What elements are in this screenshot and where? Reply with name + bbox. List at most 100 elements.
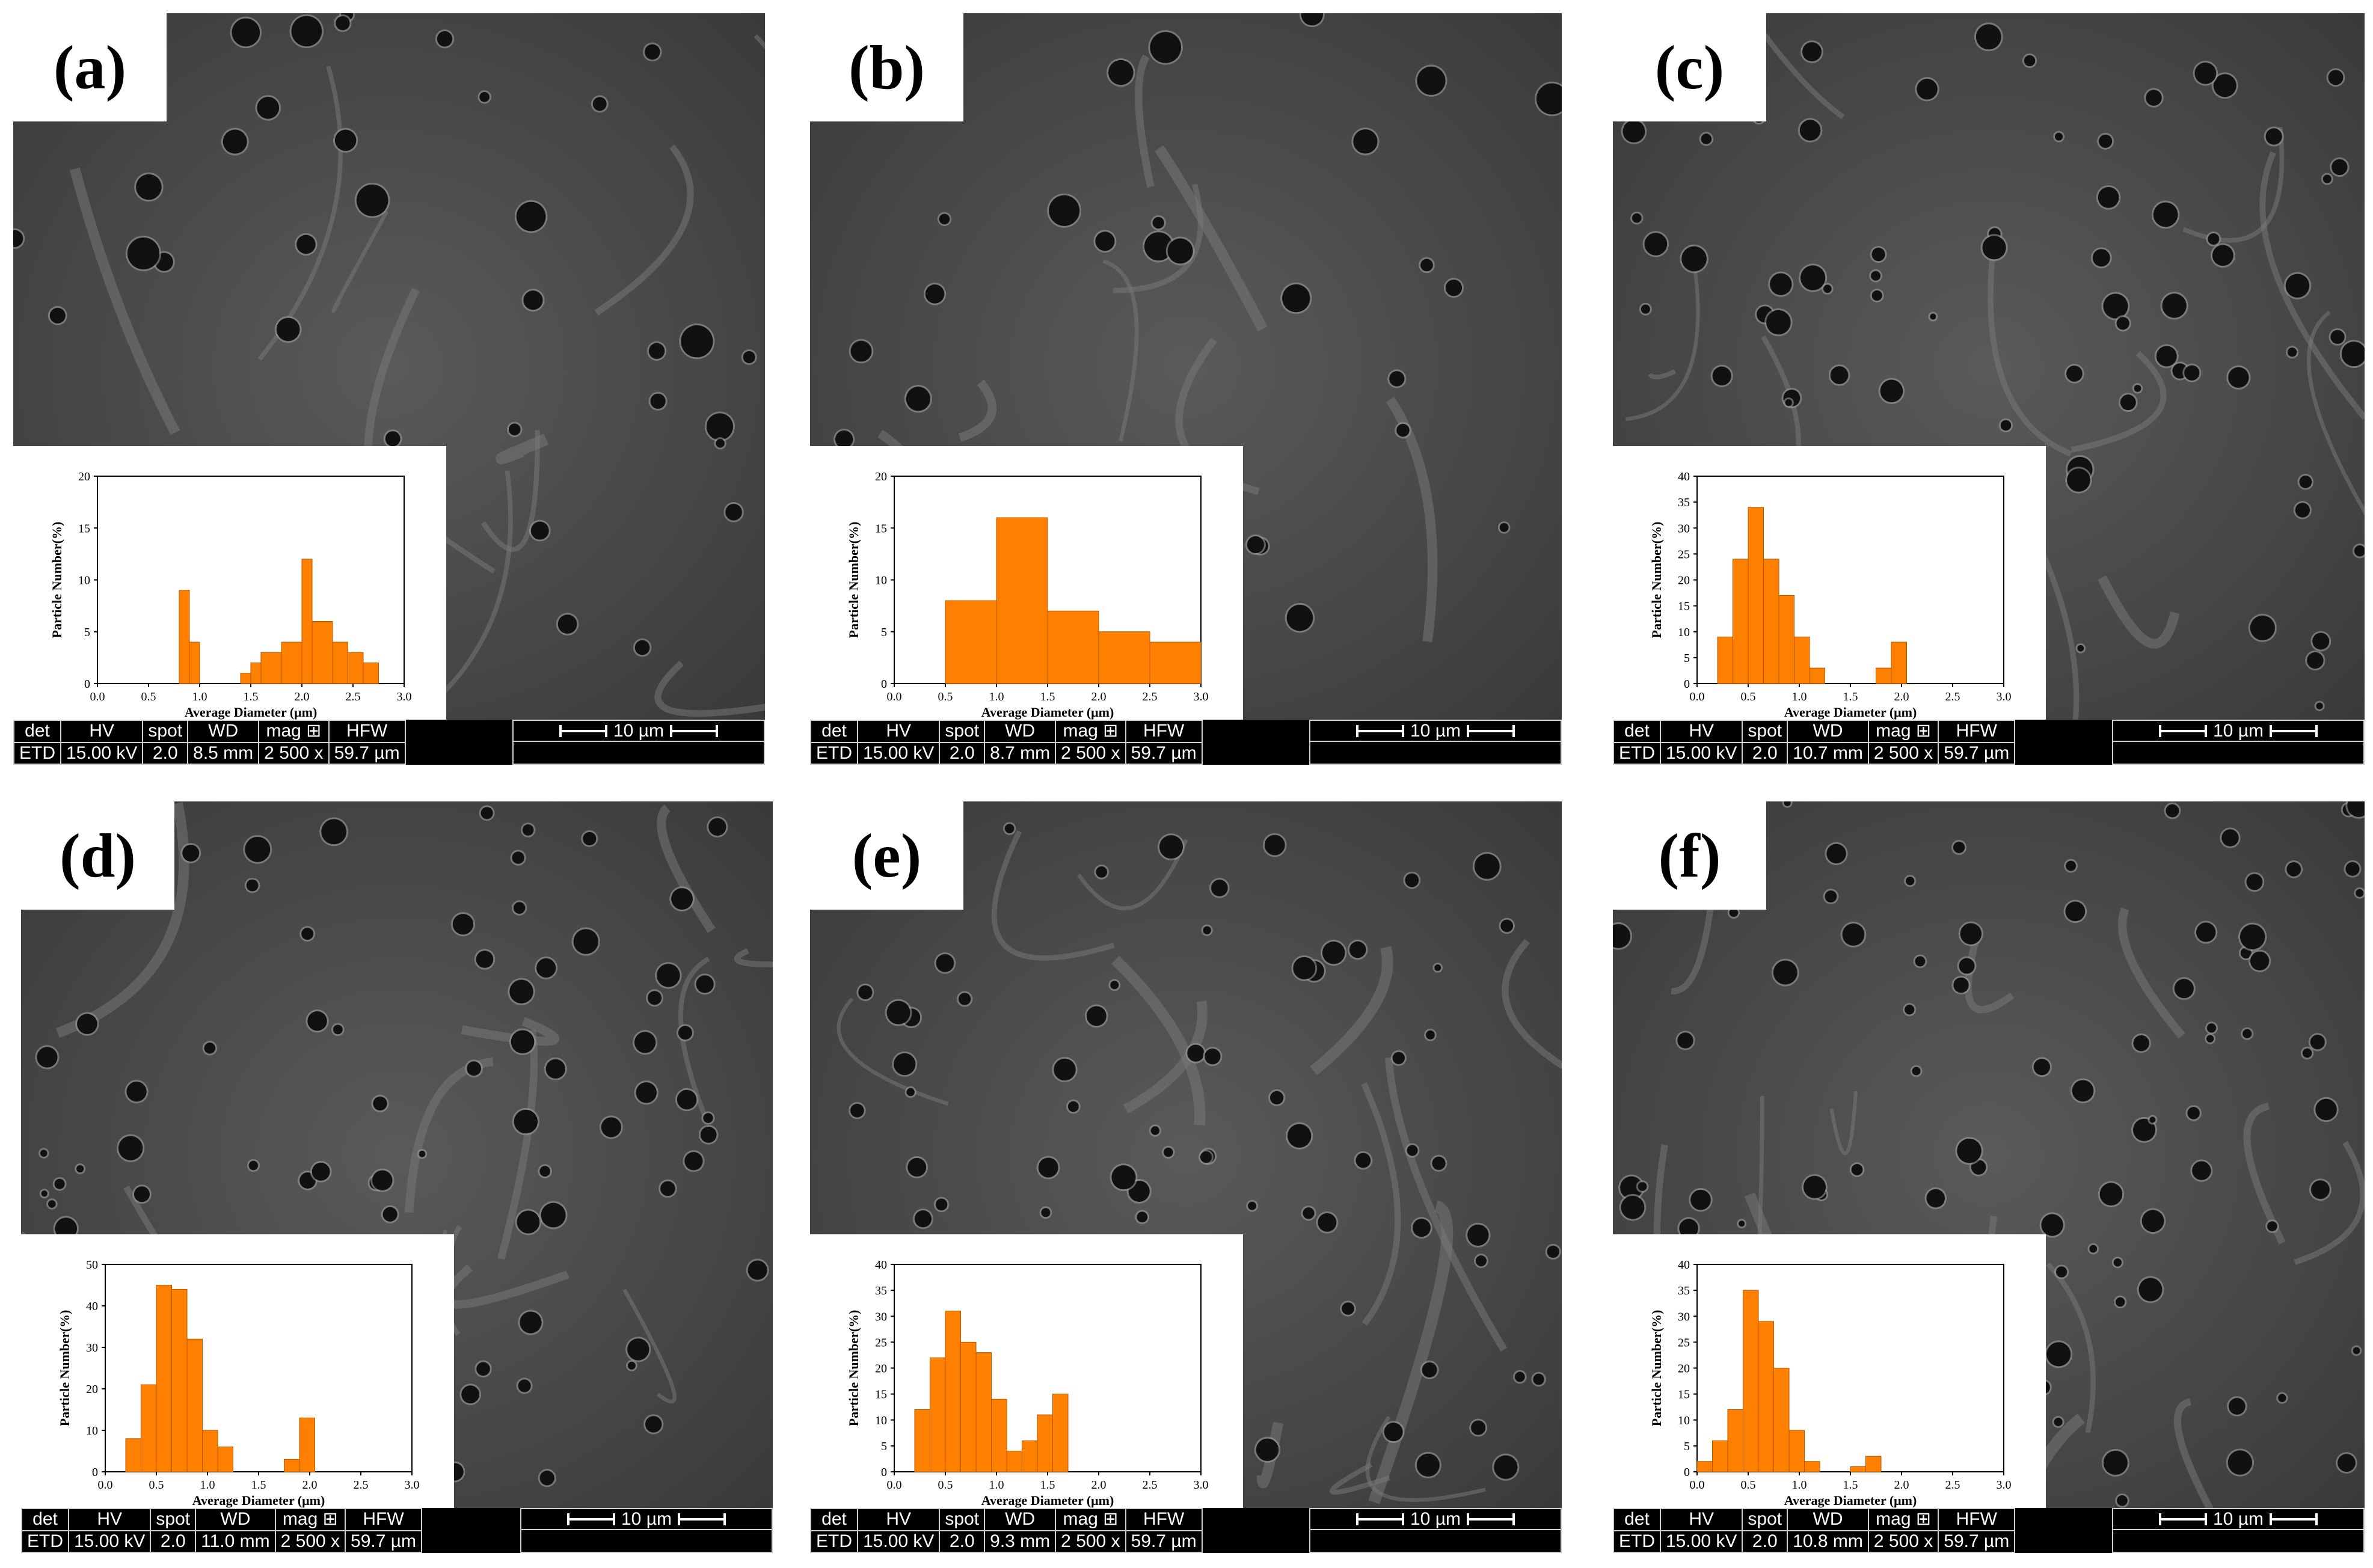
y-tick-label: 25 — [1678, 1336, 1690, 1349]
info-label: mag ⊞ — [258, 720, 330, 743]
histogram-bar — [1778, 595, 1794, 684]
y-tick-label: 30 — [875, 1310, 887, 1323]
y-tick-label: 40 — [875, 1258, 887, 1272]
scale-bar-frame — [1309, 1530, 1562, 1553]
scale-bar-frame — [2112, 742, 2365, 765]
histogram-inset: 0 5 10 15 20 25 30 35 40 0.0 0.5 1.0 1.5 2.0 2.5 3.0 Ave… — [810, 1234, 1243, 1508]
y-axis-label: Particle Number(%) — [846, 1310, 861, 1427]
x-tick-label: 1.5 — [1843, 1478, 1858, 1492]
sem-panel-b: (b) 0 5 10 15 20 0.0 0.5 1.0 1.5 2.0 2.5 3.0 Average … — [810, 13, 1562, 765]
x-tick-label: 0.0 — [887, 690, 902, 703]
info-value: 2 500 x — [1055, 1530, 1126, 1553]
scale-bar-label: 10 µm — [1410, 720, 1461, 741]
histogram-bar — [1743, 1290, 1759, 1472]
x-axis-label: Average Diameter (μm) — [981, 1493, 1114, 1508]
info-label: det — [21, 1508, 69, 1531]
x-axis-label: Average Diameter (μm) — [185, 705, 318, 720]
histogram-bar — [240, 673, 251, 684]
x-tick-label: 2.5 — [346, 690, 361, 703]
panel-label: (a) — [53, 32, 127, 102]
info-label: mag ⊞ — [274, 1508, 346, 1531]
x-tick-label: 1.0 — [989, 1478, 1004, 1492]
x-tick-label: 2.0 — [1091, 1478, 1107, 1492]
info-value: ETD — [1613, 1530, 1661, 1553]
x-tick-label: 0.5 — [149, 1478, 164, 1492]
scale-bar: 10 µm — [1309, 1508, 1562, 1530]
y-tick-label: 15 — [78, 522, 90, 535]
info-value: 59.7 µm — [345, 1530, 423, 1553]
histogram-bar — [332, 642, 348, 684]
histogram-bar — [260, 652, 282, 684]
histogram-bar — [1773, 1368, 1790, 1472]
sem-info-bar: det HV spot WD mag ⊞ HFW ETD 15.00 kV 2.0 10.8 mm… — [1613, 1508, 2365, 1553]
histogram-bar — [1788, 1430, 1805, 1472]
histogram-bar — [991, 1398, 1007, 1472]
sem-info-bar: det HV spot WD mag ⊞ HFW ETD 15.00 kV 2.0 8.5 mm 2… — [13, 720, 765, 765]
y-tick-label: 15 — [1678, 1388, 1690, 1401]
info-value: 2.0 — [1742, 741, 1788, 765]
histogram-bar — [945, 600, 997, 684]
y-tick-label: 35 — [1678, 496, 1690, 509]
info-label: WD — [195, 1508, 276, 1531]
histogram-bar — [1712, 1440, 1728, 1472]
info-label: spot — [939, 1508, 986, 1531]
x-tick-label: 0.0 — [1690, 1478, 1705, 1492]
x-tick-label: 1.0 — [1792, 690, 1807, 703]
histogram-bar — [1809, 667, 1825, 684]
y-tick-label: 0 — [84, 678, 90, 691]
info-label: HV — [856, 1508, 941, 1531]
x-axis-label: Average Diameter (μm) — [981, 705, 1114, 720]
histogram-bar — [299, 1417, 315, 1472]
y-tick-label: 20 — [86, 1383, 98, 1396]
x-tick-label: 1.5 — [244, 690, 259, 703]
y-tick-label: 5 — [84, 626, 90, 639]
info-value: 8.7 mm — [984, 741, 1057, 765]
info-label: HV — [1659, 1508, 1743, 1531]
info-label: HV — [60, 720, 144, 743]
panel-label: (c) — [1654, 32, 1725, 102]
panel-label: (b) — [848, 32, 926, 102]
y-tick-label: 5 — [1684, 1440, 1690, 1453]
info-label: mag ⊞ — [1867, 1508, 1939, 1531]
x-tick-label: 0.0 — [887, 1478, 902, 1492]
scale-bar-line — [559, 724, 607, 737]
info-label: HFW — [1125, 1508, 1203, 1531]
info-label: WD — [984, 720, 1057, 743]
info-value: 10.8 mm — [1787, 1530, 1869, 1553]
info-label: HFW — [1938, 720, 2016, 743]
histogram-bar — [960, 1341, 977, 1472]
sem-info-bar: det HV spot WD mag ⊞ HFW ETD 15.00 kV 2.0 11.0 mm… — [21, 1508, 773, 1553]
x-tick-label: 0.5 — [938, 1478, 953, 1492]
sem-panel-c: (c) 0 5 10 15 20 25 30 35 40 0.0 0.5 1.0 1.5 2.0 2.5 3.0… — [1613, 13, 2365, 765]
info-value: 2 500 x — [1867, 1530, 1939, 1553]
info-value: 59.7 µm — [1125, 741, 1203, 765]
histogram-bar — [1804, 1461, 1820, 1472]
histogram-bar — [189, 642, 200, 684]
panel-label: (f) — [1658, 821, 1721, 890]
histogram-bar — [1850, 1466, 1866, 1472]
histogram-bar — [1149, 642, 1202, 684]
x-tick-label: 2.0 — [302, 1478, 318, 1492]
x-tick-label: 0.0 — [98, 1478, 113, 1492]
x-tick-label: 3.0 — [405, 1478, 420, 1492]
info-value: 15.00 kV — [856, 741, 941, 765]
panel-label: (d) — [59, 821, 137, 890]
x-tick-label: 0.5 — [141, 690, 156, 703]
info-value: 59.7 µm — [1938, 741, 2016, 765]
histogram-bar — [179, 590, 190, 684]
histogram-bar — [1052, 1394, 1069, 1472]
info-value: 2.0 — [939, 1530, 986, 1553]
histogram-bar — [930, 1357, 946, 1472]
y-tick-label: 15 — [875, 1388, 887, 1401]
panel-label-box: (c) — [1613, 13, 1766, 121]
sem-info-bar: det HV spot WD mag ⊞ HFW ETD 15.00 kV 2.0 9.3 mm 2… — [810, 1508, 1562, 1553]
y-axis-label: Particle Number(%) — [1649, 1310, 1664, 1427]
info-value: 11.0 mm — [195, 1530, 276, 1553]
scale-bar-line — [2159, 1513, 2207, 1525]
scale-bar-line — [1466, 1513, 1515, 1525]
y-tick-label: 20 — [1678, 1362, 1690, 1376]
x-tick-label: 0.5 — [1741, 1478, 1756, 1492]
y-axis-label: Particle Number(%) — [57, 1310, 72, 1427]
info-value: 2 500 x — [1055, 741, 1126, 765]
scale-bar-label: 10 µm — [2213, 1508, 2264, 1529]
